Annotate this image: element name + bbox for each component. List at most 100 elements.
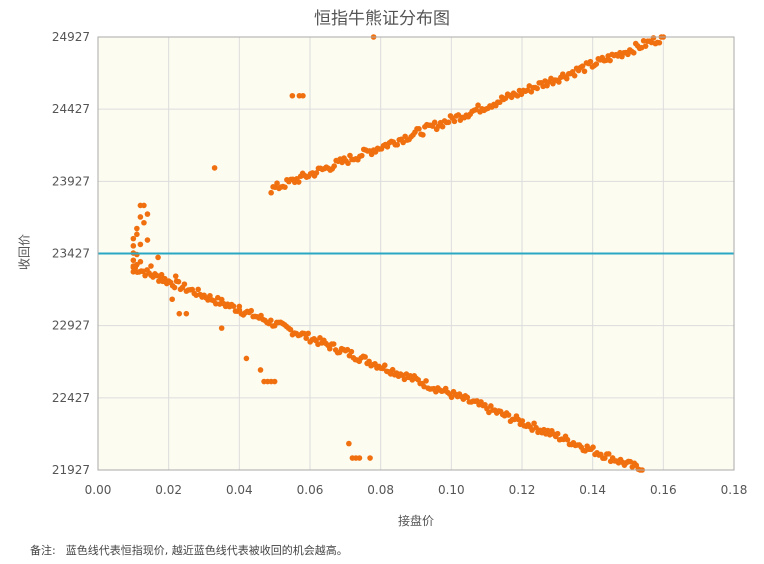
scatter-point [282, 184, 288, 190]
scatter-point [451, 118, 458, 125]
scatter-point [172, 273, 179, 279]
scatter-point [176, 310, 183, 317]
scatter-point [590, 444, 596, 451]
scatter-point [134, 231, 140, 238]
scatter-point [346, 440, 352, 447]
y-tick-label: 21927 [52, 463, 90, 477]
scatter-point [358, 152, 365, 159]
x-tick-label: 0.00 [85, 483, 112, 497]
scatter-point [171, 284, 178, 291]
scatter-point [389, 366, 396, 373]
scatter-point [416, 126, 422, 132]
scatter-point [268, 317, 274, 324]
scatter-point [300, 92, 306, 99]
scatter-point [141, 202, 147, 209]
scatter-point [381, 362, 388, 369]
y-tick-label: 23927 [52, 174, 90, 188]
scatter-point [134, 225, 140, 232]
scatter-point [656, 39, 663, 46]
scatter-point [287, 326, 294, 333]
scatter-point [534, 85, 540, 92]
scatter-point [362, 354, 368, 360]
scatter-point [144, 211, 151, 217]
scatter-point [303, 335, 310, 341]
scatter-point [505, 412, 512, 418]
scatter-point [345, 160, 351, 167]
scatter-point [330, 341, 337, 347]
scatter-point [571, 72, 578, 79]
scatter-point [607, 57, 613, 64]
scatter-point [650, 35, 657, 41]
x-axis-label: 接盘价 [397, 514, 435, 528]
scatter-point [289, 92, 296, 99]
scatter-point [496, 99, 503, 106]
scatter-point [305, 330, 311, 337]
scatter-point [563, 75, 570, 82]
scatter-point [169, 296, 175, 303]
scatter-point [587, 58, 594, 65]
scatter-point [268, 189, 274, 196]
y-tick-label: 24427 [52, 102, 90, 116]
scatter-point [144, 237, 151, 243]
x-tick-label: 0.14 [579, 483, 606, 497]
scatter-point [295, 179, 302, 185]
scatter-point [137, 258, 144, 265]
x-tick-label: 0.06 [297, 483, 324, 497]
scatter-point [581, 68, 588, 75]
data-points [130, 34, 667, 473]
y-tick-label: 23427 [52, 247, 90, 261]
chart-title: 恒指牛熊证分布图 [314, 9, 450, 29]
footnote-label: 备注: [30, 544, 56, 557]
scatter-point [248, 307, 255, 314]
footnote-text: 蓝色线代表恒指现价, 越近蓝色线代表被收回的机会越高。 [65, 544, 348, 557]
scatter-point [155, 254, 161, 261]
scatter-point [137, 214, 144, 220]
scatter-point [181, 281, 188, 287]
scatter-point [257, 367, 264, 373]
scatter-point [130, 269, 137, 275]
scatter-point [183, 310, 190, 317]
scatter-point [630, 49, 637, 56]
scatter-point [326, 345, 333, 352]
scatter-point [394, 142, 401, 148]
scatter-point [556, 79, 562, 85]
scatter-point [175, 278, 182, 285]
scatter-point [130, 243, 137, 249]
scatter-point [564, 436, 571, 443]
scatter-point [230, 303, 237, 309]
scatter-point [488, 403, 494, 409]
scatter-point [448, 394, 455, 401]
scatter-point [137, 241, 144, 248]
scatter-point [141, 219, 147, 226]
scatter-point [158, 271, 165, 278]
scatter-point [211, 165, 218, 171]
x-tick-label: 0.10 [438, 483, 465, 497]
scatter-point [439, 123, 446, 130]
footnote: 备注: 蓝色线代表恒指现价, 越近蓝色线代表被收回的机会越高。 [30, 542, 358, 558]
x-tick-label: 0.16 [650, 483, 677, 497]
scatter-point [445, 119, 452, 126]
scatter-point [554, 430, 561, 437]
scatter-point [207, 292, 213, 299]
scatter-point [148, 263, 154, 269]
x-tick-label: 0.12 [509, 483, 536, 497]
scatter-point [271, 378, 278, 385]
scatter-point [367, 455, 373, 461]
x-tick-label: 0.02 [155, 483, 182, 497]
scatter-point [205, 297, 211, 303]
scatter-point [151, 271, 158, 278]
scatter-point [313, 170, 320, 176]
scatter-point [475, 102, 481, 109]
scatter-point [625, 51, 631, 58]
scatter-point [431, 119, 438, 126]
plot-border [97, 36, 735, 471]
x-tick-label: 0.18 [721, 483, 748, 497]
scatter-point [423, 378, 429, 384]
scatter-point [420, 132, 426, 138]
scatter-point [531, 420, 537, 427]
scatter-point [195, 286, 201, 293]
scatter-point [519, 418, 526, 424]
scatter-point [464, 394, 471, 401]
scatter-point [218, 325, 225, 331]
